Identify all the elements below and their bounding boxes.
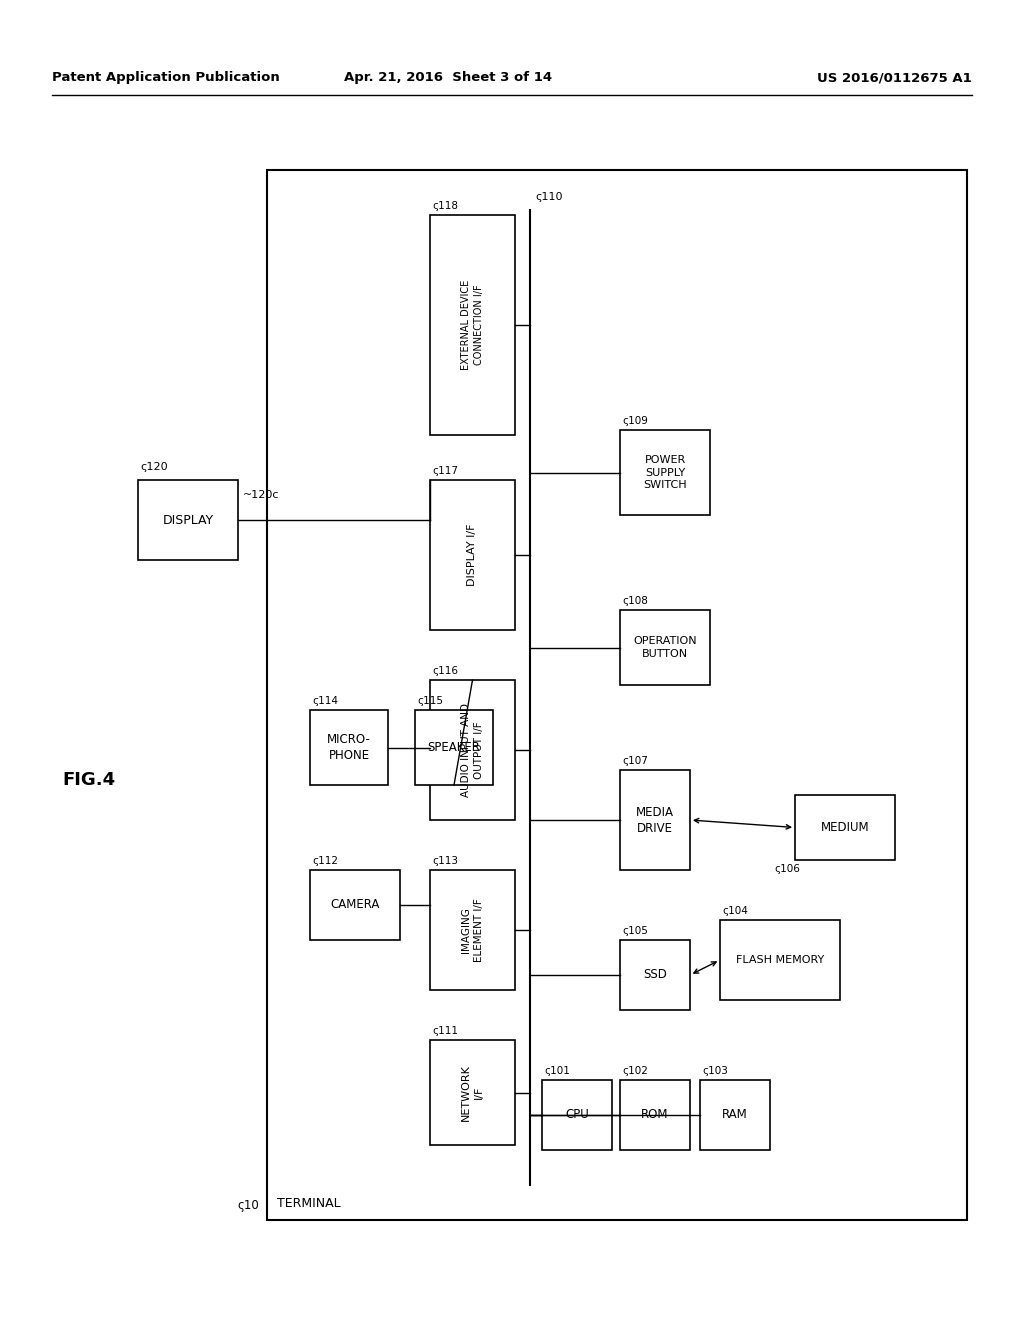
Text: CPU: CPU: [565, 1109, 589, 1122]
Bar: [620, 610, 710, 685]
Text: ς103: ς103: [702, 1067, 728, 1076]
Text: EXTERNAL DEVICE
CONNECTION I/F: EXTERNAL DEVICE CONNECTION I/F: [461, 280, 483, 370]
Text: SPEAKER: SPEAKER: [428, 741, 480, 754]
Bar: [310, 870, 400, 940]
Text: ς113: ς113: [432, 855, 458, 866]
Text: ς117: ς117: [432, 466, 458, 477]
Bar: [620, 940, 690, 1010]
Bar: [620, 770, 690, 870]
Bar: [620, 430, 710, 515]
Text: FIG.4: FIG.4: [62, 771, 115, 789]
Bar: [542, 1080, 612, 1150]
Text: MICRO-
PHONE: MICRO- PHONE: [327, 733, 371, 762]
Text: ς109: ς109: [622, 416, 648, 426]
Bar: [430, 870, 515, 990]
Text: DISPLAY I/F: DISPLAY I/F: [468, 524, 477, 586]
Bar: [720, 920, 840, 1001]
Text: ~120c: ~120c: [243, 490, 280, 500]
Text: ς108: ς108: [622, 597, 648, 606]
Bar: [430, 480, 515, 630]
Text: MEDIUM: MEDIUM: [820, 821, 869, 834]
Text: ς111: ς111: [432, 1026, 458, 1036]
Bar: [430, 215, 515, 436]
Bar: [310, 710, 388, 785]
Text: ROM: ROM: [641, 1109, 669, 1122]
Bar: [430, 680, 515, 820]
Text: SSD: SSD: [643, 969, 667, 982]
Text: CAMERA: CAMERA: [331, 899, 380, 912]
Text: NETWORK
I/F: NETWORK I/F: [461, 1064, 483, 1121]
Text: Patent Application Publication: Patent Application Publication: [52, 71, 280, 84]
Bar: [700, 1080, 770, 1150]
Bar: [430, 1040, 515, 1144]
Text: ς107: ς107: [622, 756, 648, 766]
Text: ς120: ς120: [140, 462, 168, 473]
Text: IMAGING
ELEMENT I/F: IMAGING ELEMENT I/F: [461, 898, 483, 962]
Text: US 2016/0112675 A1: US 2016/0112675 A1: [817, 71, 972, 84]
Text: AUDIO INPUT AND
OUTPUT I/F: AUDIO INPUT AND OUTPUT I/F: [461, 704, 483, 797]
Text: MEDIA
DRIVE: MEDIA DRIVE: [636, 805, 674, 834]
Text: ς102: ς102: [622, 1067, 648, 1076]
Text: TERMINAL: TERMINAL: [278, 1197, 341, 1210]
Text: ς115: ς115: [417, 696, 443, 706]
Text: ς116: ς116: [432, 667, 458, 676]
Text: OPERATION
BUTTON: OPERATION BUTTON: [633, 636, 696, 659]
Text: Apr. 21, 2016  Sheet 3 of 14: Apr. 21, 2016 Sheet 3 of 14: [344, 71, 552, 84]
Bar: [620, 1080, 690, 1150]
Text: DISPLAY: DISPLAY: [163, 513, 214, 527]
Text: FLASH MEMORY: FLASH MEMORY: [736, 954, 824, 965]
Text: ς101: ς101: [544, 1067, 570, 1076]
Text: ς112: ς112: [312, 855, 338, 866]
Text: ς10: ς10: [238, 1199, 259, 1212]
Bar: [267, 170, 967, 1220]
Text: ς118: ς118: [432, 201, 458, 211]
Text: ς114: ς114: [312, 696, 338, 706]
Text: ς105: ς105: [622, 927, 648, 936]
Text: ς106: ς106: [774, 865, 800, 874]
Text: ς104: ς104: [722, 906, 748, 916]
Bar: [415, 710, 493, 785]
Text: RAM: RAM: [722, 1109, 748, 1122]
Bar: [795, 795, 895, 861]
Bar: [138, 480, 238, 560]
Text: POWER
SUPPLY
SWITCH: POWER SUPPLY SWITCH: [643, 455, 687, 490]
Text: ς110: ς110: [535, 191, 562, 202]
